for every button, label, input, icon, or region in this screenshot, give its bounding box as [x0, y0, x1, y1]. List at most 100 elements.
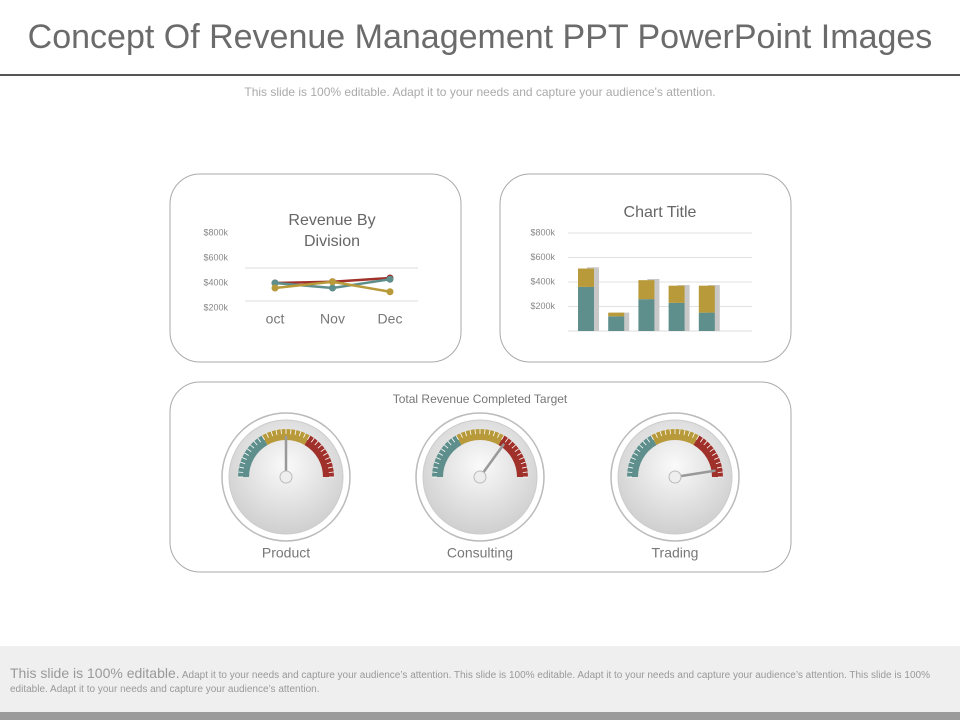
point	[329, 278, 336, 286]
gauge-needle	[673, 469, 716, 479]
gauge-tick	[642, 441, 647, 446]
gauge-tick	[699, 437, 704, 443]
point	[386, 275, 394, 283]
gauge-tick	[635, 448, 641, 453]
bar-segment	[578, 286, 594, 331]
gauge-tick	[320, 448, 326, 453]
gauge-tick	[469, 429, 472, 436]
gauge-tick	[238, 471, 244, 473]
footer-lead: This slide is 100% editable.	[10, 665, 180, 681]
gauge-tick	[659, 431, 663, 437]
y-tick-label: $800k	[203, 227, 228, 237]
gauge-tick	[646, 437, 651, 443]
y-tick-label: $600k	[530, 252, 555, 262]
gauge-band	[432, 435, 462, 477]
gauge-hub	[668, 470, 682, 484]
gauge-tick	[326, 461, 332, 465]
gauge-tick	[655, 432, 658, 438]
bar-segment	[608, 316, 625, 331]
gauge-tick	[314, 441, 319, 446]
gauge-tick	[240, 461, 246, 465]
gauge-label: Product	[262, 545, 310, 561]
gauge-tick	[261, 435, 265, 440]
gauge-tick	[323, 452, 328, 456]
gauge-tick	[521, 466, 528, 469]
gauge-tick	[664, 429, 667, 436]
y-tick-label: $800k	[530, 227, 555, 237]
gauge-tick	[244, 452, 249, 456]
gauge-tick	[257, 437, 262, 443]
gauge-band	[238, 435, 268, 477]
gauge-tick	[270, 431, 274, 437]
gauge-tick	[716, 466, 723, 469]
gauge-tick	[714, 457, 720, 460]
gauge-tick	[460, 432, 463, 438]
gauge-tick	[692, 432, 695, 438]
x-tick-label: Nov	[320, 311, 345, 327]
gauge-tick	[709, 448, 715, 453]
gauge-tick	[451, 437, 456, 443]
gauge-tick	[696, 435, 700, 440]
gauge-tick	[238, 466, 245, 469]
gauge-tick	[488, 429, 491, 436]
gauge-tick	[520, 461, 526, 465]
gauge-tick	[298, 431, 302, 437]
gauge-tick	[438, 452, 443, 456]
chart-title: Revenue By Division	[288, 212, 376, 250]
gauge-tick	[630, 457, 636, 460]
gauge-tick	[627, 471, 633, 473]
gauge-tick	[432, 466, 439, 469]
gauge-tick	[294, 429, 297, 436]
footer-strip	[0, 712, 960, 720]
gauge-tick	[715, 461, 721, 465]
gauge-tick	[706, 444, 711, 449]
gauge-tick	[712, 452, 717, 456]
gauge-tick	[444, 444, 449, 449]
gauge-tick	[328, 471, 334, 473]
point	[329, 284, 336, 292]
gauge-band	[304, 435, 334, 477]
gauge-band	[456, 429, 504, 445]
point	[271, 279, 279, 287]
gauge-needle	[478, 443, 505, 479]
gauge-tick	[687, 431, 691, 437]
gauge-tick	[310, 437, 315, 443]
gauge-tick	[484, 429, 486, 435]
gauge-tick	[650, 435, 654, 440]
gauge-tick	[432, 471, 438, 473]
y-tick-label: $400k	[203, 277, 228, 287]
gauge-band	[498, 435, 528, 477]
footer-body: Adapt it to your needs and capture your …	[10, 670, 930, 695]
gauge-tick	[679, 429, 681, 435]
gauge-tick	[455, 435, 459, 440]
point	[386, 288, 394, 296]
gauge-label: Trading	[652, 545, 699, 561]
y-tick-label: $600k	[203, 252, 228, 262]
bar-segment	[638, 299, 655, 331]
gauge-tick	[683, 429, 686, 436]
gauge-tick	[703, 441, 708, 446]
gauge-tick	[280, 429, 282, 435]
chart-title: Chart Title	[624, 204, 697, 221]
gauge-tick	[327, 466, 334, 469]
subtitle: This slide is 100% editable. Adapt it to…	[244, 85, 716, 99]
footer: This slide is 100% editable. Adapt it to…	[0, 646, 960, 712]
gauge-tick	[250, 444, 255, 449]
gauge-tick	[669, 429, 671, 435]
gauge-tick	[639, 444, 644, 449]
panel-title: Total Revenue Completed Target	[393, 392, 568, 406]
gauge-tick	[317, 444, 322, 449]
gauge-tick	[464, 431, 468, 437]
gauge-tick	[266, 432, 269, 438]
gauge-band	[693, 435, 723, 477]
bar-segment	[578, 268, 594, 287]
gauge-tick	[435, 457, 441, 460]
y-tick-label: $400k	[530, 276, 555, 286]
gauge-tick	[303, 432, 306, 438]
gauge-label: Consulting	[447, 545, 513, 561]
gauge-tick	[629, 461, 635, 465]
gauge-tick	[290, 429, 292, 435]
gauge-tick	[504, 437, 509, 443]
